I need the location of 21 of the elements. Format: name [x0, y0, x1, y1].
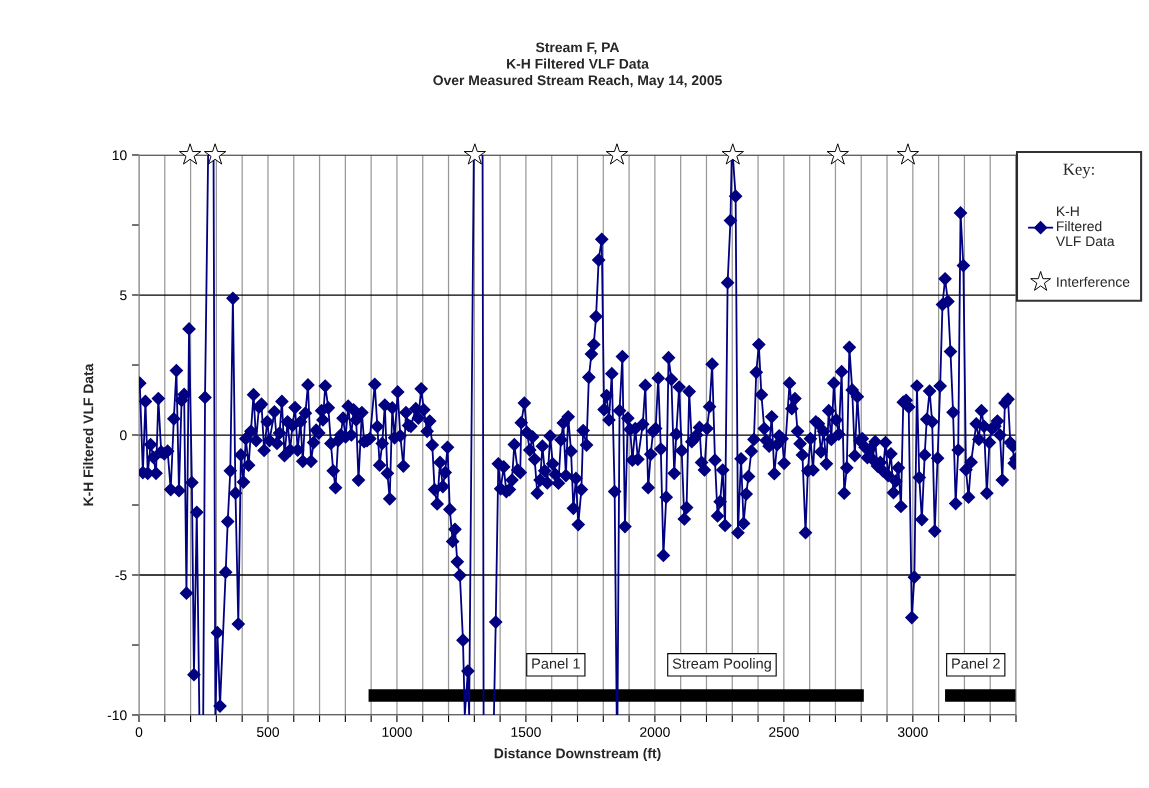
x-axis-title: Distance Downstream (ft) [494, 748, 661, 762]
y-tick-label: -10 [107, 710, 127, 721]
y-tick-label: 10 [112, 150, 127, 161]
legend-title: Key: [1063, 163, 1094, 179]
annotation: Stream Pooling [672, 658, 771, 672]
x-tick-label: 1500 [511, 727, 541, 738]
x-tick-label: 2500 [769, 727, 799, 738]
y-tick-label: -5 [115, 570, 127, 581]
chart-title: Stream F, PA K-H Filtered VLF Data Over Measured Stream Reach, May 14, 2005 [433, 42, 722, 88]
x-tick-label: 3000 [897, 727, 928, 738]
x-tick-label: 500 [256, 727, 280, 738]
legend-label: K-H Filtered VLF Data [1055, 206, 1115, 247]
legend-label: Interference [1057, 276, 1130, 287]
x-tick-label: 2000 [640, 727, 670, 738]
annotation: Panel 2 [952, 658, 1000, 669]
x-tick-label: 1000 [382, 727, 412, 738]
y-tick-label: 5 [120, 290, 127, 301]
x-tick-label: 0 [135, 727, 143, 738]
y-tick-label: 0 [120, 430, 127, 441]
annotation: Panel 1 [532, 658, 580, 669]
y-axis-title: K-H Filtered VLF Data [83, 363, 94, 506]
